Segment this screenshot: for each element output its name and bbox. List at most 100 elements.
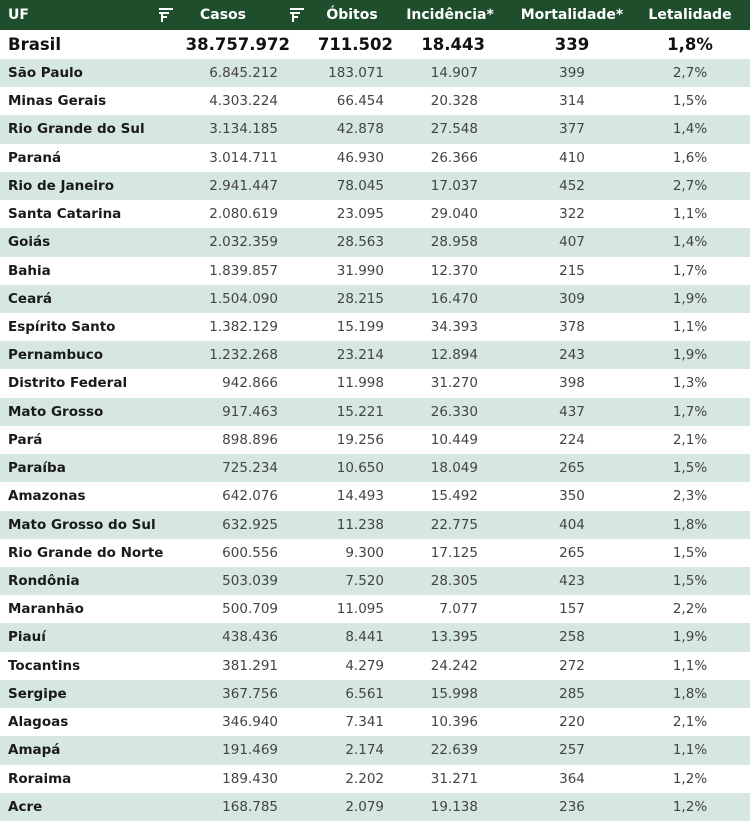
row-label: Rio de Janeiro bbox=[8, 177, 114, 194]
row-label: Maranhão bbox=[8, 601, 84, 618]
row-label: Amazonas bbox=[8, 488, 86, 505]
cell: 28.563 bbox=[336, 234, 384, 251]
row-label: Espírito Santo bbox=[8, 319, 116, 335]
cell: 917.463 bbox=[222, 403, 278, 420]
cell: 381.291 bbox=[222, 657, 278, 674]
cell: 314 bbox=[559, 93, 585, 110]
cell: 22.639 bbox=[430, 742, 478, 759]
row-label: Sergipe bbox=[8, 685, 67, 702]
cell: 2,1% bbox=[672, 714, 708, 731]
cell: 2.202 bbox=[345, 770, 384, 787]
cell: 378 bbox=[559, 319, 585, 335]
filter-icon[interactable] bbox=[158, 7, 174, 23]
row-label: Paraná bbox=[8, 149, 62, 166]
cell: 27.548 bbox=[430, 121, 478, 138]
data-row: Goiás 2.032.359 28.563 28.958 407 1,4% bbox=[0, 228, 750, 257]
cell: 642.076 bbox=[222, 488, 278, 505]
cell: 265 bbox=[559, 544, 585, 561]
cell: 157 bbox=[559, 601, 585, 618]
cell: 1,9% bbox=[672, 290, 708, 307]
data-row: Rio Grande do Norte 600.556 9.300 17.125 265… bbox=[0, 538, 750, 567]
cell: 398 bbox=[559, 375, 585, 392]
cell: 350 bbox=[559, 488, 585, 505]
row-label: Pernambuco bbox=[8, 347, 104, 364]
cell: 399 bbox=[559, 65, 585, 81]
data-row: Rio de Janeiro 2.941.447 78.045 17.037 452 2,… bbox=[0, 171, 750, 201]
row-label: Paraíba bbox=[8, 460, 66, 477]
row-label: Goiás bbox=[8, 234, 51, 251]
row-label: Distrito Federal bbox=[8, 375, 128, 392]
cell: 2.174 bbox=[345, 742, 384, 759]
cell: 17.125 bbox=[430, 544, 478, 561]
cell: 1,9% bbox=[672, 347, 708, 364]
cell: 1,8% bbox=[672, 685, 708, 702]
cell: 2.080.619 bbox=[209, 206, 278, 223]
row-label: Santa Catarina bbox=[8, 206, 122, 223]
cell: 224 bbox=[559, 431, 585, 448]
cell: 20.328 bbox=[430, 93, 478, 110]
cell: 22.775 bbox=[430, 516, 478, 533]
data-row: Paraíba 725.234 10.650 18.049 265 1,5% bbox=[0, 454, 750, 483]
cell: 1.232.268 bbox=[209, 347, 278, 364]
filter-icon[interactable] bbox=[289, 7, 305, 23]
cell: 23.214 bbox=[336, 347, 384, 364]
data-row: Pernambuco 1.232.268 23.214 12.894 243 1,9% bbox=[0, 341, 750, 370]
row-label: São Paulo bbox=[8, 65, 83, 81]
cell: 28.958 bbox=[430, 234, 478, 251]
cell: 322 bbox=[559, 206, 585, 223]
cell: 437 bbox=[559, 403, 585, 420]
cell: 18.049 bbox=[430, 460, 478, 477]
cell: 4.303.224 bbox=[209, 93, 278, 110]
data-row: Ceará 1.504.090 28.215 16.470 309 1,9% bbox=[0, 284, 750, 313]
data-row: Rondônia 503.039 7.520 28.305 423 1,5% bbox=[0, 567, 750, 596]
row-label: Acre bbox=[8, 798, 43, 815]
cell: 28.215 bbox=[336, 290, 384, 307]
data-row: Mato Grosso do Sul 632.925 11.238 22.775 404… bbox=[0, 510, 750, 539]
cell: 66.454 bbox=[336, 93, 384, 110]
cell: 14.493 bbox=[336, 488, 384, 505]
cell: 898.896 bbox=[222, 431, 278, 448]
cell: 2,3% bbox=[672, 488, 708, 505]
data-row: Acre 168.785 2.079 19.138 236 1,2% bbox=[0, 792, 750, 821]
cell: 377 bbox=[559, 121, 585, 138]
row-label: Minas Gerais bbox=[8, 93, 107, 110]
cell: 1,6% bbox=[672, 149, 708, 166]
data-row: Espírito Santo 1.382.129 15.199 34.393 378 1,… bbox=[0, 313, 750, 342]
row-label: Rio Grande do Norte bbox=[8, 544, 164, 561]
row-label: Rio Grande do Sul bbox=[8, 121, 145, 138]
cell: 285 bbox=[559, 685, 585, 702]
cell: 23.095 bbox=[336, 206, 384, 223]
row-label: Pará bbox=[8, 431, 43, 448]
cell: 1,2% bbox=[672, 798, 708, 815]
cell: 11.238 bbox=[336, 516, 384, 533]
cell: 15.492 bbox=[430, 488, 478, 505]
cell: 1,1% bbox=[672, 206, 708, 223]
column-header: Letalidade bbox=[648, 7, 732, 23]
cell: 1,2% bbox=[672, 770, 708, 787]
cell: 215 bbox=[559, 262, 585, 279]
column-header: Óbitos bbox=[326, 7, 378, 23]
cell: 8.441 bbox=[345, 629, 384, 646]
data-row: Minas Gerais 4.303.224 66.454 20.328 314 1,5% bbox=[0, 87, 750, 116]
data-row: Sergipe 367.756 6.561 15.998 285 1,8% bbox=[0, 679, 750, 709]
cell: 1,4% bbox=[672, 121, 708, 138]
cell: 168.785 bbox=[222, 798, 278, 815]
cell: 309 bbox=[559, 290, 585, 307]
row-label: Roraima bbox=[8, 770, 72, 787]
row-label: Ceará bbox=[8, 290, 52, 307]
row-label: Mato Grosso bbox=[8, 403, 104, 420]
cell: 1,7% bbox=[672, 262, 708, 279]
cell: 31.270 bbox=[430, 375, 478, 392]
cell: 1,8% bbox=[667, 35, 713, 54]
cell: 600.556 bbox=[222, 544, 278, 561]
data-row: Maranhão 500.709 11.095 7.077 157 2,2% bbox=[0, 595, 750, 624]
cell: 346.940 bbox=[222, 714, 278, 731]
row-label: Amapá bbox=[8, 742, 61, 759]
data-row: Roraima 189.430 2.202 31.271 364 1,2% bbox=[0, 764, 750, 793]
cell: 28.305 bbox=[430, 573, 478, 589]
cell: 24.242 bbox=[430, 657, 478, 674]
cell: 2,7% bbox=[672, 177, 708, 194]
total-row: Brasil 38.757.972 711.502 18.443 339 1,8% bbox=[0, 30, 750, 59]
cell: 2.941.447 bbox=[209, 177, 278, 194]
